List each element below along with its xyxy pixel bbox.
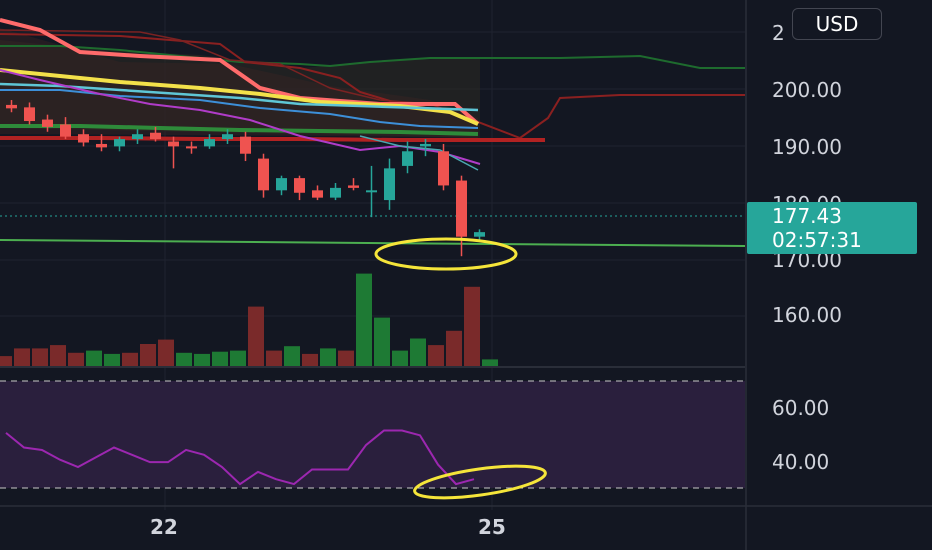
volume-bar — [0, 356, 12, 366]
volume-bar — [230, 350, 246, 366]
countdown-label: 02:57:31 — [772, 228, 862, 252]
time-axis[interactable]: 22 25 — [150, 515, 506, 539]
volume-bar — [410, 338, 426, 366]
candle-body — [222, 134, 233, 140]
rsi-tick: 60.00 — [772, 396, 829, 420]
annotation-ellipse-price — [374, 237, 518, 271]
price-tick: 160.00 — [772, 303, 842, 327]
candle-body — [42, 119, 53, 127]
candle-body — [186, 146, 197, 149]
currency-button[interactable]: USD — [792, 8, 882, 40]
ma-yellow — [0, 68, 479, 126]
ichimoku-span-b — [0, 33, 745, 140]
volume-bar — [14, 348, 30, 366]
candle-body — [456, 180, 467, 237]
volume-bar — [302, 353, 318, 366]
indicator-overlays — [0, 18, 746, 247]
candle-body — [24, 107, 35, 122]
volume-bar — [104, 353, 120, 366]
volume-bars — [0, 273, 498, 366]
candle-body — [114, 139, 125, 147]
candle-body — [204, 139, 215, 147]
volume-bar — [428, 345, 444, 366]
candle-body — [384, 168, 395, 201]
time-tick: 22 — [150, 515, 178, 539]
volume-bar — [482, 359, 498, 366]
time-tick: 25 — [478, 515, 506, 539]
ma-green — [0, 124, 479, 136]
volume-bar — [284, 346, 300, 366]
candle-body — [96, 143, 107, 148]
candle-body — [366, 190, 377, 193]
candle-body — [240, 136, 251, 154]
candle-body — [168, 141, 179, 147]
volume-bar — [320, 348, 336, 366]
rsi-tick: 40.00 — [772, 450, 829, 474]
candle-body — [420, 143, 431, 147]
rsi-band — [0, 381, 745, 488]
last-price-tag: 177.43 02:57:31 — [747, 202, 917, 254]
candle-body — [276, 178, 287, 191]
cloud-red-fill — [0, 28, 478, 138]
candle-body — [60, 124, 71, 137]
price-tick: 190.00 — [772, 135, 842, 159]
volume-bar — [374, 317, 390, 366]
ma-fast-red — [0, 18, 480, 126]
annotation-ellipse-rsi — [413, 464, 547, 500]
support-line — [0, 239, 746, 247]
volume-bar — [194, 353, 210, 366]
candle-body — [402, 151, 413, 166]
volume-bar — [32, 348, 48, 366]
volume-bar — [176, 352, 192, 366]
price-tick: 200.00 — [772, 78, 842, 102]
rsi-line — [5, 429, 475, 486]
ma-dark-red — [0, 136, 545, 142]
candle-body — [348, 185, 359, 188]
candle-body — [78, 134, 89, 143]
candle-body — [150, 132, 161, 140]
candle-body — [330, 187, 341, 198]
volume-bar — [392, 350, 408, 366]
last-price-label: 177.43 — [772, 204, 842, 228]
volume-bar — [446, 330, 462, 366]
candle-body — [474, 232, 485, 237]
ma-teal — [0, 82, 479, 112]
volume-bar — [266, 350, 282, 366]
ma-blue — [0, 89, 479, 129]
cloud-fill — [0, 40, 480, 138]
candle-body — [6, 104, 17, 109]
volume-bar — [212, 351, 228, 366]
ichimoku-span-a — [0, 45, 745, 69]
volume-bar — [158, 339, 174, 366]
candle-body — [132, 134, 143, 140]
volume-bar — [122, 352, 138, 366]
volume-bar — [248, 306, 264, 366]
rsi-pane-separator — [0, 366, 745, 368]
volume-bar — [140, 344, 156, 366]
candle-body — [438, 151, 449, 186]
candle-body — [294, 178, 305, 193]
candle-body — [312, 190, 323, 198]
ma-teal-lower — [359, 135, 479, 171]
volume-bar — [86, 350, 102, 366]
volume-bar — [68, 352, 84, 366]
volume-bar — [338, 350, 354, 366]
price-tick: 2 — [772, 21, 785, 45]
volume-bar — [50, 345, 66, 366]
volume-bar — [464, 286, 480, 366]
volume-bar — [356, 273, 372, 366]
candle-body — [258, 158, 269, 191]
candles — [6, 100, 485, 257]
